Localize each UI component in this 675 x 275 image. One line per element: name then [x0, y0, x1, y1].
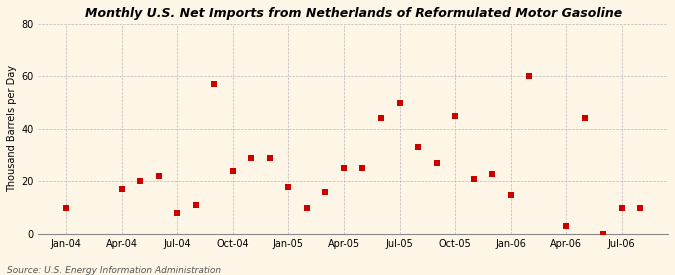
- Point: [616, 205, 627, 210]
- Point: [227, 169, 238, 173]
- Point: [265, 156, 275, 160]
- Y-axis label: Thousand Barrels per Day: Thousand Barrels per Day: [7, 65, 17, 192]
- Point: [468, 177, 479, 181]
- Point: [450, 114, 460, 118]
- Point: [375, 116, 386, 121]
- Point: [209, 82, 219, 86]
- Point: [339, 166, 350, 170]
- Point: [357, 166, 368, 170]
- Point: [394, 100, 405, 105]
- Point: [320, 190, 331, 194]
- Point: [283, 185, 294, 189]
- Point: [579, 116, 590, 121]
- Point: [302, 205, 313, 210]
- Point: [505, 192, 516, 197]
- Point: [635, 205, 646, 210]
- Point: [431, 161, 442, 165]
- Title: Monthly U.S. Net Imports from Netherlands of Reformulated Motor Gasoline: Monthly U.S. Net Imports from Netherland…: [84, 7, 622, 20]
- Text: Source: U.S. Energy Information Administration: Source: U.S. Energy Information Administ…: [7, 266, 221, 275]
- Point: [598, 232, 609, 236]
- Point: [116, 187, 127, 191]
- Point: [153, 174, 164, 178]
- Point: [135, 179, 146, 184]
- Point: [524, 74, 535, 79]
- Point: [487, 171, 497, 176]
- Point: [172, 211, 183, 215]
- Point: [246, 156, 256, 160]
- Point: [412, 145, 423, 150]
- Point: [561, 224, 572, 228]
- Point: [61, 205, 72, 210]
- Point: [190, 203, 201, 207]
